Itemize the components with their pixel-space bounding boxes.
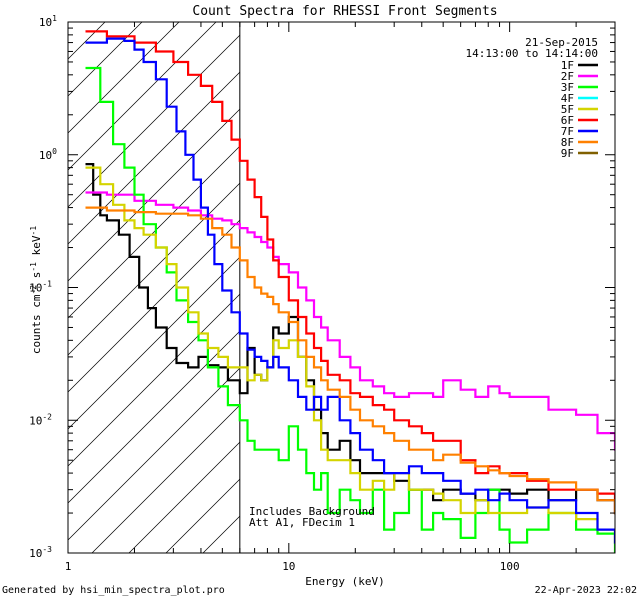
hatch-line	[91, 404, 240, 553]
y-axis-label: counts cm-2 s-1 keV-1	[29, 226, 43, 354]
axis-ticks: 1 10 100 10-3 10-2 10-1 100 101	[29, 14, 616, 573]
hatch-line	[68, 108, 240, 282]
series-2F	[85, 191, 615, 451]
series-8F	[85, 206, 615, 515]
plot-frame	[67, 21, 616, 554]
hatch-line	[68, 71, 240, 245]
hatch-line	[68, 219, 240, 393]
y-tick-label: 101	[39, 14, 57, 29]
series-layer	[85, 30, 615, 553]
hatch-line	[68, 293, 240, 467]
legend-date: 21-Sep-2015	[525, 36, 598, 49]
hatch-line	[68, 22, 217, 171]
legend-label-8F: 8F	[561, 136, 574, 149]
chart-title: Count Spectra for RHESSI Front Segments	[192, 4, 497, 19]
legend-label-9F: 9F	[561, 147, 574, 160]
series-7F	[85, 37, 615, 544]
hatch-line	[68, 182, 240, 356]
footer-generated-by: Generated by hsi_min_spectra_plot.pro	[2, 585, 225, 596]
legend-label-1F: 1F	[561, 59, 574, 72]
legend-label-3F: 3F	[561, 81, 574, 94]
y-tick-label: 10-3	[29, 545, 52, 560]
x-axis-label: Energy (keV)	[305, 575, 384, 588]
footer-timestamp: 22-Apr-2023 22:02	[535, 585, 637, 596]
x-tick-label: 100	[500, 560, 520, 573]
y-tick-label: 10-1	[29, 280, 52, 295]
legend-label-6F: 6F	[561, 114, 574, 127]
x-tick-label: 1	[65, 560, 72, 573]
legend-time-range: 14:13:00 to 14:14:00	[466, 47, 598, 60]
series-3F	[85, 66, 615, 553]
x-tick-label: 10	[282, 560, 295, 573]
hatched-region	[68, 22, 240, 553]
series-6F	[85, 30, 615, 515]
legend-label-5F: 5F	[561, 103, 574, 116]
hatch-line	[68, 22, 180, 134]
hatch-line	[68, 330, 240, 504]
legend-label-7F: 7F	[561, 125, 574, 138]
annotation-background: Includes Background	[249, 505, 375, 518]
hatch-line	[68, 145, 240, 319]
y-tick-label: 100	[39, 147, 57, 162]
series-1F	[85, 163, 615, 515]
legend-label-4F: 4F	[561, 92, 574, 105]
y-tick-label: 10-2	[29, 412, 52, 427]
annotation-attenuator: Att A1, FDecim 1	[249, 516, 355, 529]
hatch-line	[68, 367, 240, 541]
series-5F	[85, 166, 615, 544]
hatch-line	[68, 22, 106, 60]
hatch-line	[128, 441, 240, 553]
hatch-line	[68, 34, 240, 208]
legend-label-2F: 2F	[561, 70, 574, 83]
hatch-line	[68, 256, 240, 430]
